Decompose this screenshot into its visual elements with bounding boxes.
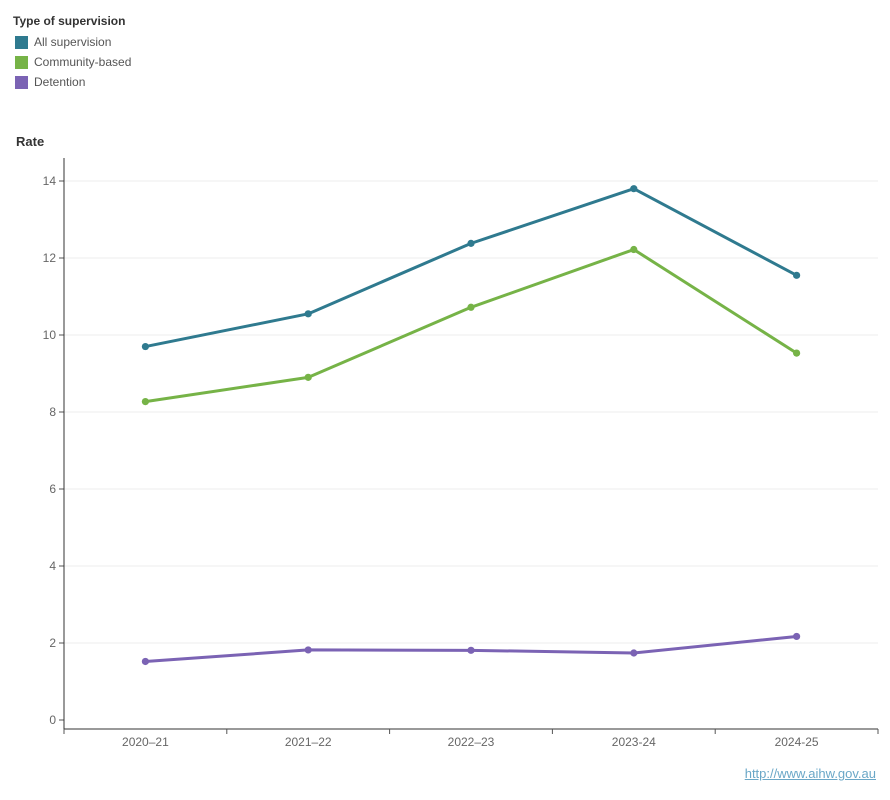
y-tick-label: 6 [49,482,56,496]
series-line-all-supervision [143,187,799,349]
data-point-all-supervision [304,310,312,318]
x-tick-label: 2024-25 [775,735,819,749]
data-point-detention [630,649,638,657]
y-axis-title: Rate [16,134,45,149]
legend-label: Community-based [34,55,132,69]
x-tick-label: 2023-24 [612,735,656,749]
x-tick-label: 2020–21 [122,735,169,749]
legend-swatch-detention [15,75,28,89]
y-tick-label: 4 [49,559,56,573]
legend-label: All supervision [34,35,112,49]
source-link[interactable]: http://www.aihw.gov.au [744,766,876,781]
y-tick-label: 8 [49,405,56,419]
data-point-all-supervision [141,342,149,351]
legend-title: Type of supervision [13,14,126,28]
x-tick-label: 2022–23 [448,735,495,749]
y-tick-label: 14 [43,174,57,188]
y-tick-label: 0 [49,713,56,727]
data-point-detention [793,632,801,641]
data-point-all-supervision [630,185,638,193]
legend-label: Detention [34,75,86,89]
legend: Type of supervision All supervision Comm… [13,14,131,92]
y-tick-label: 10 [43,328,57,342]
data-point-detention [467,646,475,654]
data-point-detention [304,646,312,654]
data-point-community-based [630,245,638,254]
legend-swatch-community-based [15,55,28,69]
legend-item-community-based[interactable]: Community-based [13,52,131,72]
data-point-all-supervision [467,239,475,247]
y-tick-label: 12 [43,251,57,265]
legend-item-detention[interactable]: Detention [13,72,131,92]
data-point-all-supervision [793,271,801,279]
data-point-detention [141,657,149,666]
legend-swatch-all-supervision [15,35,28,49]
data-point-community-based [141,398,149,406]
data-point-community-based [467,303,475,311]
x-tick-label: 2021–22 [285,735,332,749]
data-point-community-based [793,349,801,357]
y-tick-label: 2 [49,636,56,650]
data-point-community-based [304,373,312,381]
legend-item-all-supervision[interactable]: All supervision [13,32,131,52]
